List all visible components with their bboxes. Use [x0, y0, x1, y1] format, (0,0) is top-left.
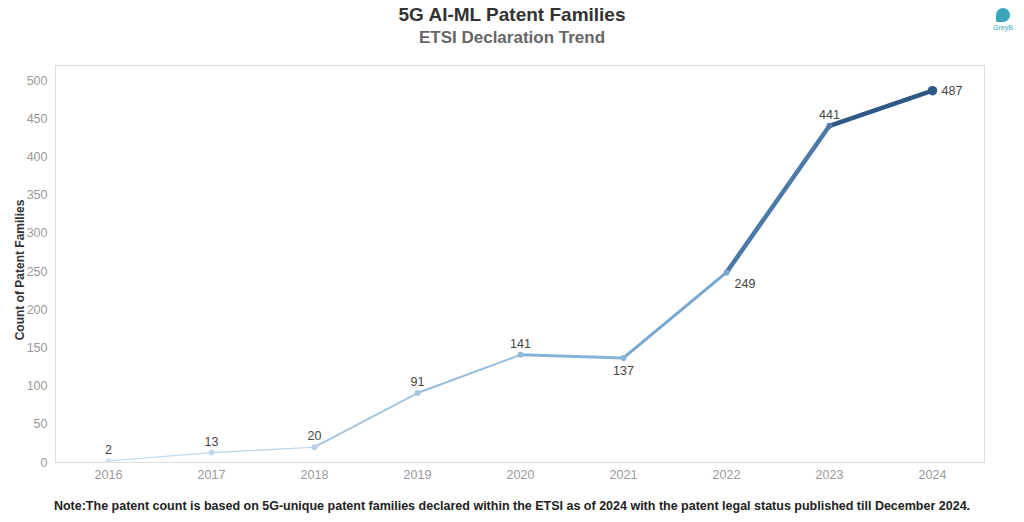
svg-text:441: 441 — [819, 108, 840, 122]
html-text:Note:The patent count is based: Note:The patent count is based on 5G-uni… — [53, 499, 971, 513]
svg-text:2020: 2020 — [507, 468, 535, 482]
svg-text:50: 50 — [34, 417, 48, 431]
svg-text:2016: 2016 — [95, 468, 123, 482]
svg-text:2019: 2019 — [404, 468, 432, 482]
svg-text:450: 450 — [27, 112, 48, 126]
svg-text:200: 200 — [27, 303, 48, 317]
svg-text:91: 91 — [411, 375, 425, 389]
html-text:Count of Patent Families: Count of Patent Families — [13, 199, 27, 341]
html-text:ETSI Declaration Trend: ETSI Declaration Trend — [418, 28, 605, 47]
svg-text:350: 350 — [27, 188, 48, 202]
svg-text:141: 141 — [510, 337, 531, 351]
svg-text:2: 2 — [105, 443, 112, 457]
svg-text:2018: 2018 — [301, 468, 329, 482]
html-text:GreyB: GreyB — [993, 24, 1013, 31]
svg-text:249: 249 — [735, 277, 756, 291]
svg-text:2017: 2017 — [198, 468, 226, 482]
svg-text:300: 300 — [27, 226, 48, 240]
svg-text:2023: 2023 — [816, 468, 844, 482]
svg-text:2022: 2022 — [713, 468, 741, 482]
svg-text:100: 100 — [27, 379, 48, 393]
svg-text:20: 20 — [308, 429, 322, 443]
svg-text:2024: 2024 — [919, 468, 947, 482]
svg-text:500: 500 — [27, 74, 48, 88]
svg-text:13: 13 — [205, 435, 219, 449]
svg-text:250: 250 — [27, 265, 48, 279]
svg-text:400: 400 — [27, 150, 48, 164]
svg-text:487: 487 — [942, 84, 963, 98]
svg-text:150: 150 — [27, 341, 48, 355]
svg-text:0: 0 — [41, 456, 48, 470]
svg-text:2021: 2021 — [610, 468, 638, 482]
svg-text:137: 137 — [613, 364, 634, 378]
html-text:5G AI-ML Patent Families: 5G AI-ML Patent Families — [398, 4, 626, 25]
